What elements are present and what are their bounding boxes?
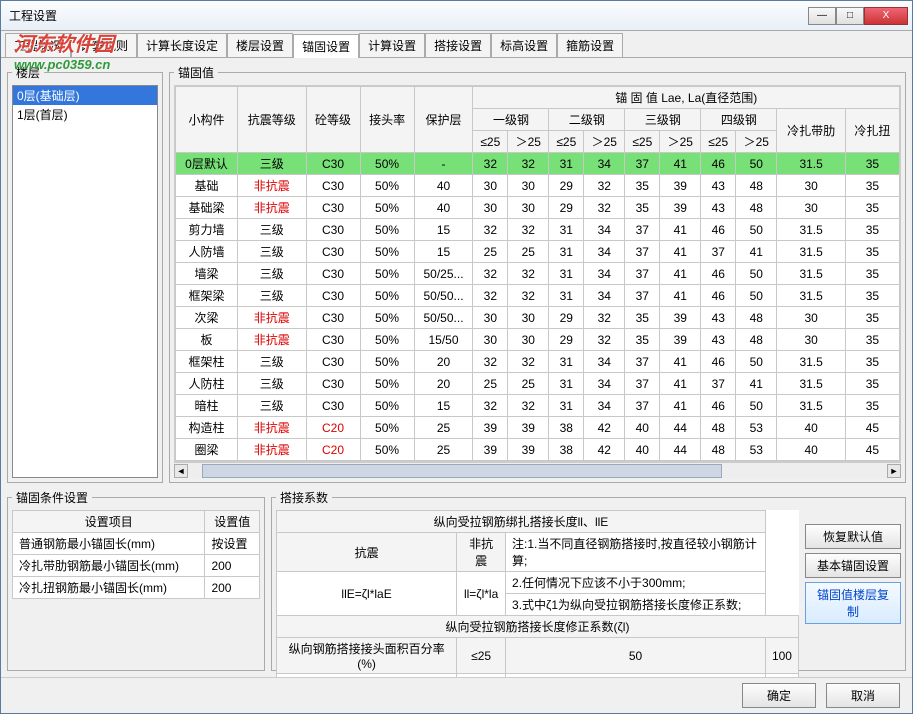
condition-panel: 锚固条件设置 设置项目设置值普通钢筋最小锚固长(mm)按设置冷扎带肋钢筋最小锚固… (7, 489, 265, 671)
scroll-right-icon[interactable]: ► (887, 464, 901, 478)
tab-8[interactable]: 箍筋设置 (557, 33, 623, 57)
maximize-button[interactable]: □ (836, 7, 864, 25)
condition-table[interactable]: 设置项目设置值普通钢筋最小锚固长(mm)按设置冷扎带肋钢筋最小锚固长(mm)20… (12, 510, 260, 599)
close-button[interactable]: X (864, 7, 908, 25)
tab-2[interactable]: 计算长度设定 (137, 33, 227, 57)
tab-7[interactable]: 标高设置 (491, 33, 557, 57)
floors-panel: 楼层 0层(基础层)1层(首层) (7, 64, 163, 483)
side-button-2[interactable]: 锚固值楼层复制 (805, 582, 901, 624)
coef-panel: 搭接系数 纵向受拉钢筋绑扎搭接长度ll、llE抗震非抗震注:1.当不同直径钢筋搭… (271, 489, 906, 671)
side-button-0[interactable]: 恢复默认值 (805, 524, 901, 549)
floors-list[interactable]: 0层(基础层)1层(首层) (12, 85, 158, 478)
dialog-footer: 确定 取消 (1, 677, 912, 713)
h-scrollbar[interactable]: ◄ ► (174, 462, 901, 478)
tab-3[interactable]: 楼层设置 (227, 33, 293, 57)
coef-legend: 搭接系数 (276, 489, 332, 506)
minimize-button[interactable]: — (808, 7, 836, 25)
tab-bar: 工程概况计算规则计算长度设定楼层设置锚固设置计算设置搭接设置标高设置箍筋设置 (1, 31, 912, 58)
scroll-left-icon[interactable]: ◄ (174, 464, 188, 478)
tab-0[interactable]: 工程概况 (5, 33, 71, 57)
anchor-panel: 锚固值 小构件抗震等级砼等级接头率保护层锚 固 值 Lae, La(直径范围)一… (169, 64, 906, 483)
cancel-button[interactable]: 取消 (826, 683, 900, 708)
floor-item[interactable]: 1层(首层) (13, 105, 157, 124)
scroll-thumb[interactable] (202, 464, 722, 478)
floors-legend: 楼层 (12, 64, 44, 81)
tab-1[interactable]: 计算规则 (71, 33, 137, 57)
floor-item[interactable]: 0层(基础层) (13, 86, 157, 105)
tab-6[interactable]: 搭接设置 (425, 33, 491, 57)
window-title: 工程设置 (5, 7, 808, 24)
tab-4[interactable]: 锚固设置 (293, 34, 359, 58)
condition-legend: 锚固条件设置 (12, 489, 92, 506)
titlebar: 工程设置 — □ X (1, 1, 912, 31)
side-button-1[interactable]: 基本锚固设置 (805, 553, 901, 578)
ok-button[interactable]: 确定 (742, 683, 816, 708)
anchor-legend: 锚固值 (174, 64, 218, 81)
anchor-table[interactable]: 小构件抗震等级砼等级接头率保护层锚 固 值 Lae, La(直径范围)一级钢二级… (175, 86, 900, 462)
tab-5[interactable]: 计算设置 (359, 33, 425, 57)
